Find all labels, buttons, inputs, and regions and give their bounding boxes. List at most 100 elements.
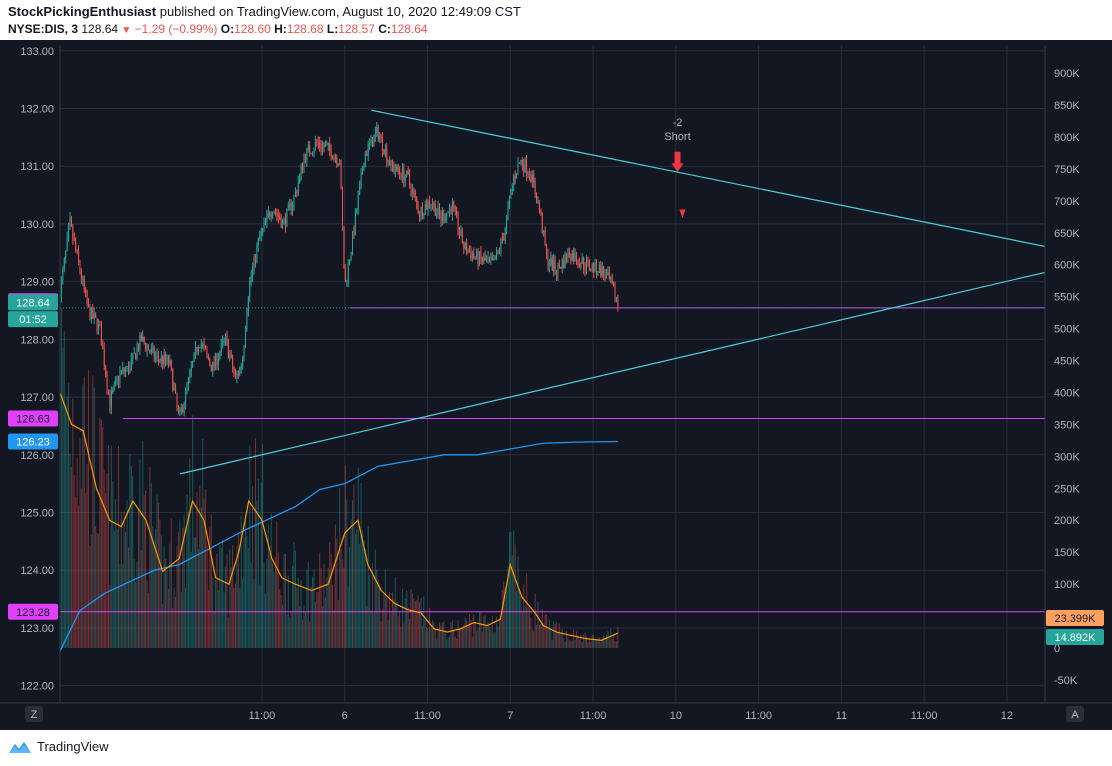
price-chart[interactable]: -2 Short 133.00 132.00 131.00 130.00 129.00 12… <box>0 40 1112 730</box>
volume-bar <box>600 642 602 648</box>
candle-body <box>102 345 104 350</box>
candle-body <box>550 257 552 265</box>
a-button-label[interactable]: A <box>1071 709 1079 721</box>
volume-bar <box>563 638 565 648</box>
time-tick-label: 11 <box>836 710 847 722</box>
volume-bar <box>511 555 513 648</box>
volume-bar <box>279 589 281 648</box>
volume-bar <box>304 611 306 648</box>
candle-body <box>541 213 543 233</box>
candle-body <box>449 208 451 212</box>
volume-bar <box>115 499 117 648</box>
candle-body <box>597 273 599 275</box>
volume-tick-label: 500K <box>1054 324 1080 336</box>
volume-bar <box>477 628 479 648</box>
volume-bar <box>470 619 472 648</box>
candle-body <box>249 281 251 298</box>
volume-bar <box>536 624 538 648</box>
trendline <box>179 271 1046 475</box>
candle-body <box>323 145 325 148</box>
a-button[interactable] <box>1066 706 1084 722</box>
axis-buttons[interactable]: Z A <box>25 706 1084 722</box>
volume-bar <box>483 615 485 648</box>
author-name[interactable]: StockPickingEnthusiast <box>8 4 157 19</box>
candle-body <box>82 278 84 281</box>
candle-body <box>69 218 71 228</box>
candle-body <box>556 270 558 275</box>
volume-tick-label: 0 <box>1054 643 1060 655</box>
candle-body <box>112 389 114 393</box>
volume-bar <box>129 454 131 648</box>
candle-body <box>280 219 282 228</box>
short-arrow-icon <box>671 151 684 172</box>
candle-body <box>60 279 62 301</box>
volume-bar <box>125 532 127 648</box>
horizontal-levels[interactable] <box>60 307 1045 613</box>
volume-bar <box>78 505 80 648</box>
price-label-box <box>8 603 58 620</box>
volume-bar <box>603 635 605 648</box>
volume-bar <box>487 621 489 648</box>
volume-bar <box>410 588 412 648</box>
volume-bar <box>337 600 339 648</box>
volume-bar <box>443 621 445 648</box>
volume-bar <box>577 635 579 648</box>
volume-bar <box>350 519 352 648</box>
volume-bar <box>262 444 264 648</box>
volume-bar <box>478 611 480 648</box>
volume-bar <box>249 445 251 648</box>
candle-body <box>247 297 249 314</box>
candle-body <box>186 384 188 390</box>
candle-body <box>540 210 542 214</box>
candle-body <box>292 204 294 211</box>
price-tick-label: 124.00 <box>20 565 54 577</box>
candle-body <box>433 203 435 206</box>
candle-body <box>494 259 496 261</box>
volume-bar <box>73 475 75 648</box>
symbol-label[interactable]: NYSE:DIS, 3 <box>8 22 79 36</box>
z-button-label[interactable]: Z <box>31 709 38 721</box>
candle-body <box>554 259 556 271</box>
candle-body <box>463 243 465 249</box>
volume-bar <box>610 628 612 648</box>
candle-body <box>608 272 610 279</box>
volume-bar <box>317 591 319 648</box>
indicator-lines[interactable] <box>59 109 1046 652</box>
candle-body <box>526 160 528 175</box>
candle-body <box>75 240 77 250</box>
volume-bar <box>366 605 368 648</box>
volume-bar <box>550 630 552 648</box>
candle-body <box>193 352 195 362</box>
volume-bar <box>423 596 425 648</box>
candle-body <box>270 215 272 217</box>
volume-bar <box>588 638 590 648</box>
candle-body <box>287 204 289 209</box>
candle-body <box>252 267 254 277</box>
price-tick-label: 132.00 <box>20 103 54 115</box>
volume-bar <box>560 634 562 648</box>
footer-brand[interactable]: TradingView <box>8 739 109 754</box>
candle-body <box>604 274 606 279</box>
volume-bar <box>90 534 92 648</box>
price-change: −1.29 (−0.99%) <box>134 22 218 36</box>
candle-body <box>116 377 118 380</box>
volume-bar <box>294 551 296 648</box>
candle-body <box>196 346 198 353</box>
volume-bar <box>359 544 361 648</box>
chart-area[interactable]: -2 Short 133.00 132.00 131.00 130.00 129.00 12… <box>0 40 1112 730</box>
candle-body <box>149 350 151 353</box>
candle-body <box>400 173 402 179</box>
candle-body <box>564 254 566 268</box>
volume-bar <box>424 619 426 648</box>
volume-bar <box>233 588 235 648</box>
candle-body <box>205 346 207 350</box>
volume-bar <box>580 634 582 648</box>
z-button[interactable] <box>25 706 43 722</box>
volume-bar <box>282 604 284 648</box>
candle-body <box>303 158 305 170</box>
candle-body <box>85 289 87 293</box>
volume-bar <box>105 493 107 648</box>
candle-body <box>126 366 128 370</box>
volume-bar <box>404 598 406 648</box>
volume-bar <box>611 639 613 648</box>
